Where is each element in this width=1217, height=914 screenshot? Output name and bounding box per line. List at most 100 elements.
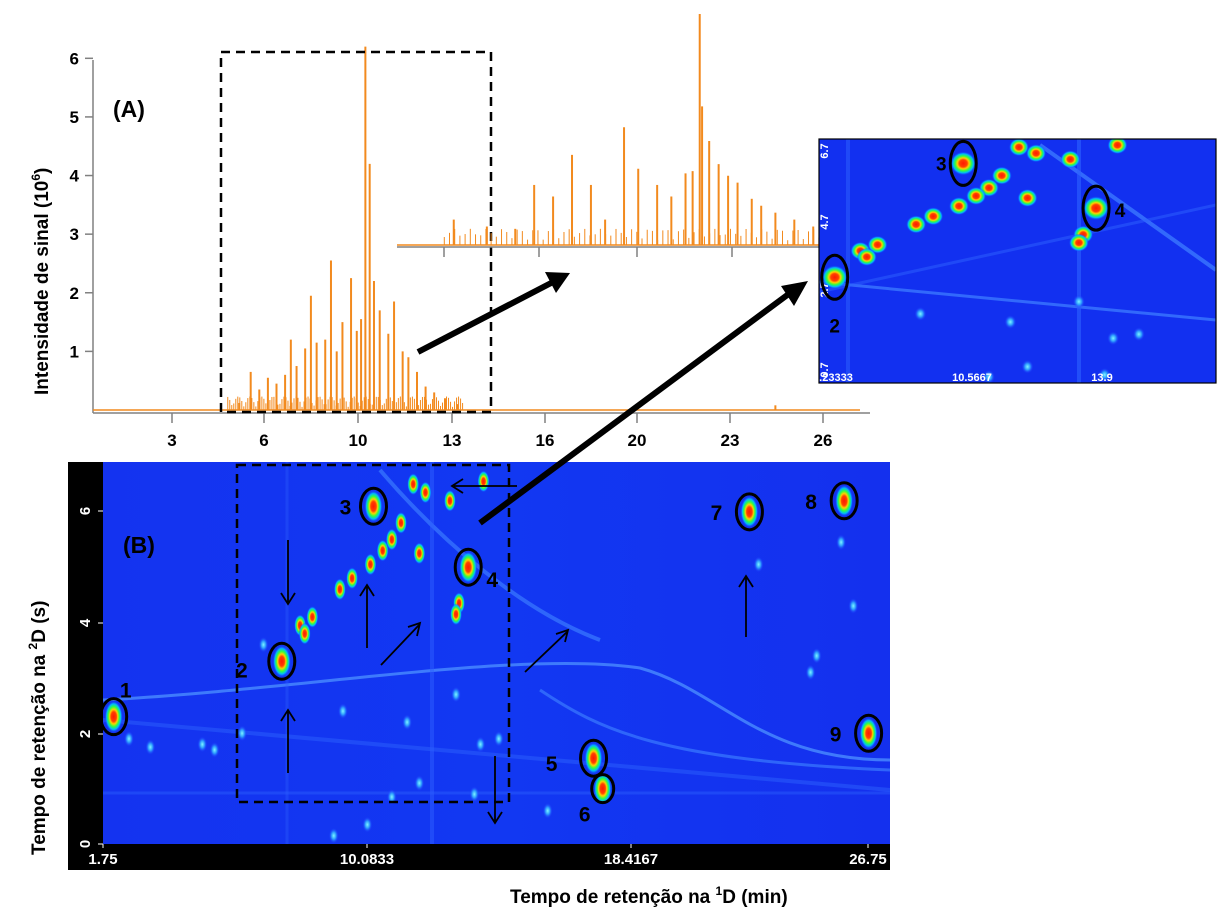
x-tick-label: 16 [536,431,555,450]
peak-label-1: 1 [120,680,132,703]
contour-spot [848,597,859,614]
contour-spot [145,739,156,756]
contour-spot [272,645,291,678]
inset-y-tick-label: 0.7 [819,362,831,377]
zoom-arrow-b [478,290,792,526]
x-ticks-b: 1.75 10.0833 18.4167 26.75 [88,844,887,868]
y-tick-label: 5 [70,108,79,127]
inset-contour-spot [1107,139,1128,155]
inset-contour-spot [1098,367,1111,382]
inset-contour-spot [1072,294,1085,309]
inset-contour-spot [1060,150,1081,169]
x-tick-label: 18.4167 [604,851,658,868]
peak-circle-4 [453,547,483,587]
inset-contour-spot [982,369,995,383]
x-axis-label-b: Tempo de retenção na 1D (min) [510,884,788,908]
contour-spot [451,686,462,703]
contour-spot [469,786,480,803]
peak-circle-7 [734,492,764,532]
contour-spot [298,622,311,645]
contour-spot [209,741,220,758]
x-tick-label: 6 [259,431,268,450]
inset-contour-spot [966,186,987,205]
pointer-arrowhead [280,708,296,722]
contour-spot [328,827,339,844]
column-bleed-band [539,688,890,772]
inset-contour-spot [1008,139,1029,157]
inset-contour-spot [821,265,848,290]
peak-label-6: 6 [579,804,591,827]
inset-contour-spot [906,215,927,234]
pointer-arrowhead [487,811,503,825]
y-tick-label: 3 [70,225,79,244]
column-bleed-band [103,661,890,762]
inset-contour-spot [1017,188,1038,207]
inset-contour-spot [867,235,888,254]
contour-spot [402,714,413,731]
contour-spot [337,703,348,720]
pointer-arrowhead [407,621,422,637]
contour-inset: .23333 10.5667 13.9 0.72.74.76.7 234 [803,138,1217,384]
peak-label-3: 3 [340,496,352,519]
y-tick-label: 2 [70,284,79,303]
inset-peak-circle-3 [948,139,978,187]
contour-spot [475,736,486,753]
y-ticks-b: 0 2 4 6 [77,507,103,848]
contour-spot [836,534,847,551]
contour-spot [364,490,383,523]
peak-circle-5 [579,738,609,778]
inset-contour-spot [803,258,815,272]
chromatogram-peaks [227,46,777,410]
inset-contour-spot [1083,196,1110,221]
y-tick-label: 1 [70,342,79,361]
contour-spot [123,730,134,747]
inset-y-tick-label: 4.7 [819,214,831,229]
contour-spot [237,725,248,742]
inset-plot-area [819,139,1216,383]
contour-spot [346,567,359,590]
peak-label-4: 4 [486,569,498,592]
contour-panel-b: 1.75 10.0833 18.4167 26.75 0 2 4 6 (B) Tempo d… [26,462,890,908]
x-tick-label: 1.75 [88,851,117,868]
y-tick-label: 6 [77,507,94,515]
contour-spot [414,775,425,792]
inset-contour-spot [1132,327,1145,342]
inset-y-tick-label: 6.7 [819,143,831,158]
zoom-arrowhead-a [545,272,570,293]
inset-x-tick-label: .23333 [819,372,853,384]
inset-peak-label-4: 4 [1115,201,1126,222]
inset-frame [818,138,1217,384]
contour-spot [459,551,478,584]
inset-spots [803,139,1145,383]
x-ticks-a: 3 6 10 13 16 20 23 26 [167,413,832,450]
inset-contour-spot [950,151,977,176]
contour-spot [306,606,319,629]
inset-contour-spot [1107,331,1120,346]
x-tick-label: 13 [443,431,462,450]
inset-x-tick-label: 13.9 [1091,372,1112,384]
contour-spot [811,647,822,664]
contour-spot [859,717,878,750]
pointer-arrowhead [450,478,464,494]
inset-contour-spot [1004,315,1017,329]
inset-peak-circle-4 [1081,184,1111,232]
x-tick-label: 3 [167,431,176,450]
pointer-arrowhead [359,583,375,597]
contour-spot [593,772,612,805]
chromatogram-inset [397,14,870,257]
pointer-arrowhead [280,592,296,606]
peak-circle-3 [358,486,388,526]
peak-label-8: 8 [805,491,817,514]
contour-spot [835,484,854,517]
y-axis-label-a: Intensidade de sinal (106) [29,168,53,395]
contour-spot [477,470,490,493]
inset-peak-label-2: 2 [829,316,840,337]
contour-spot [443,489,456,512]
contour-spot [419,481,432,504]
x-tick-label: 10 [349,431,368,450]
contour-spot [493,730,504,747]
inset-x-ticks: .23333 10.5667 13.9 [819,372,1113,384]
y-tick-label: 6 [70,49,79,68]
zoom-arrowhead-b [781,281,808,306]
